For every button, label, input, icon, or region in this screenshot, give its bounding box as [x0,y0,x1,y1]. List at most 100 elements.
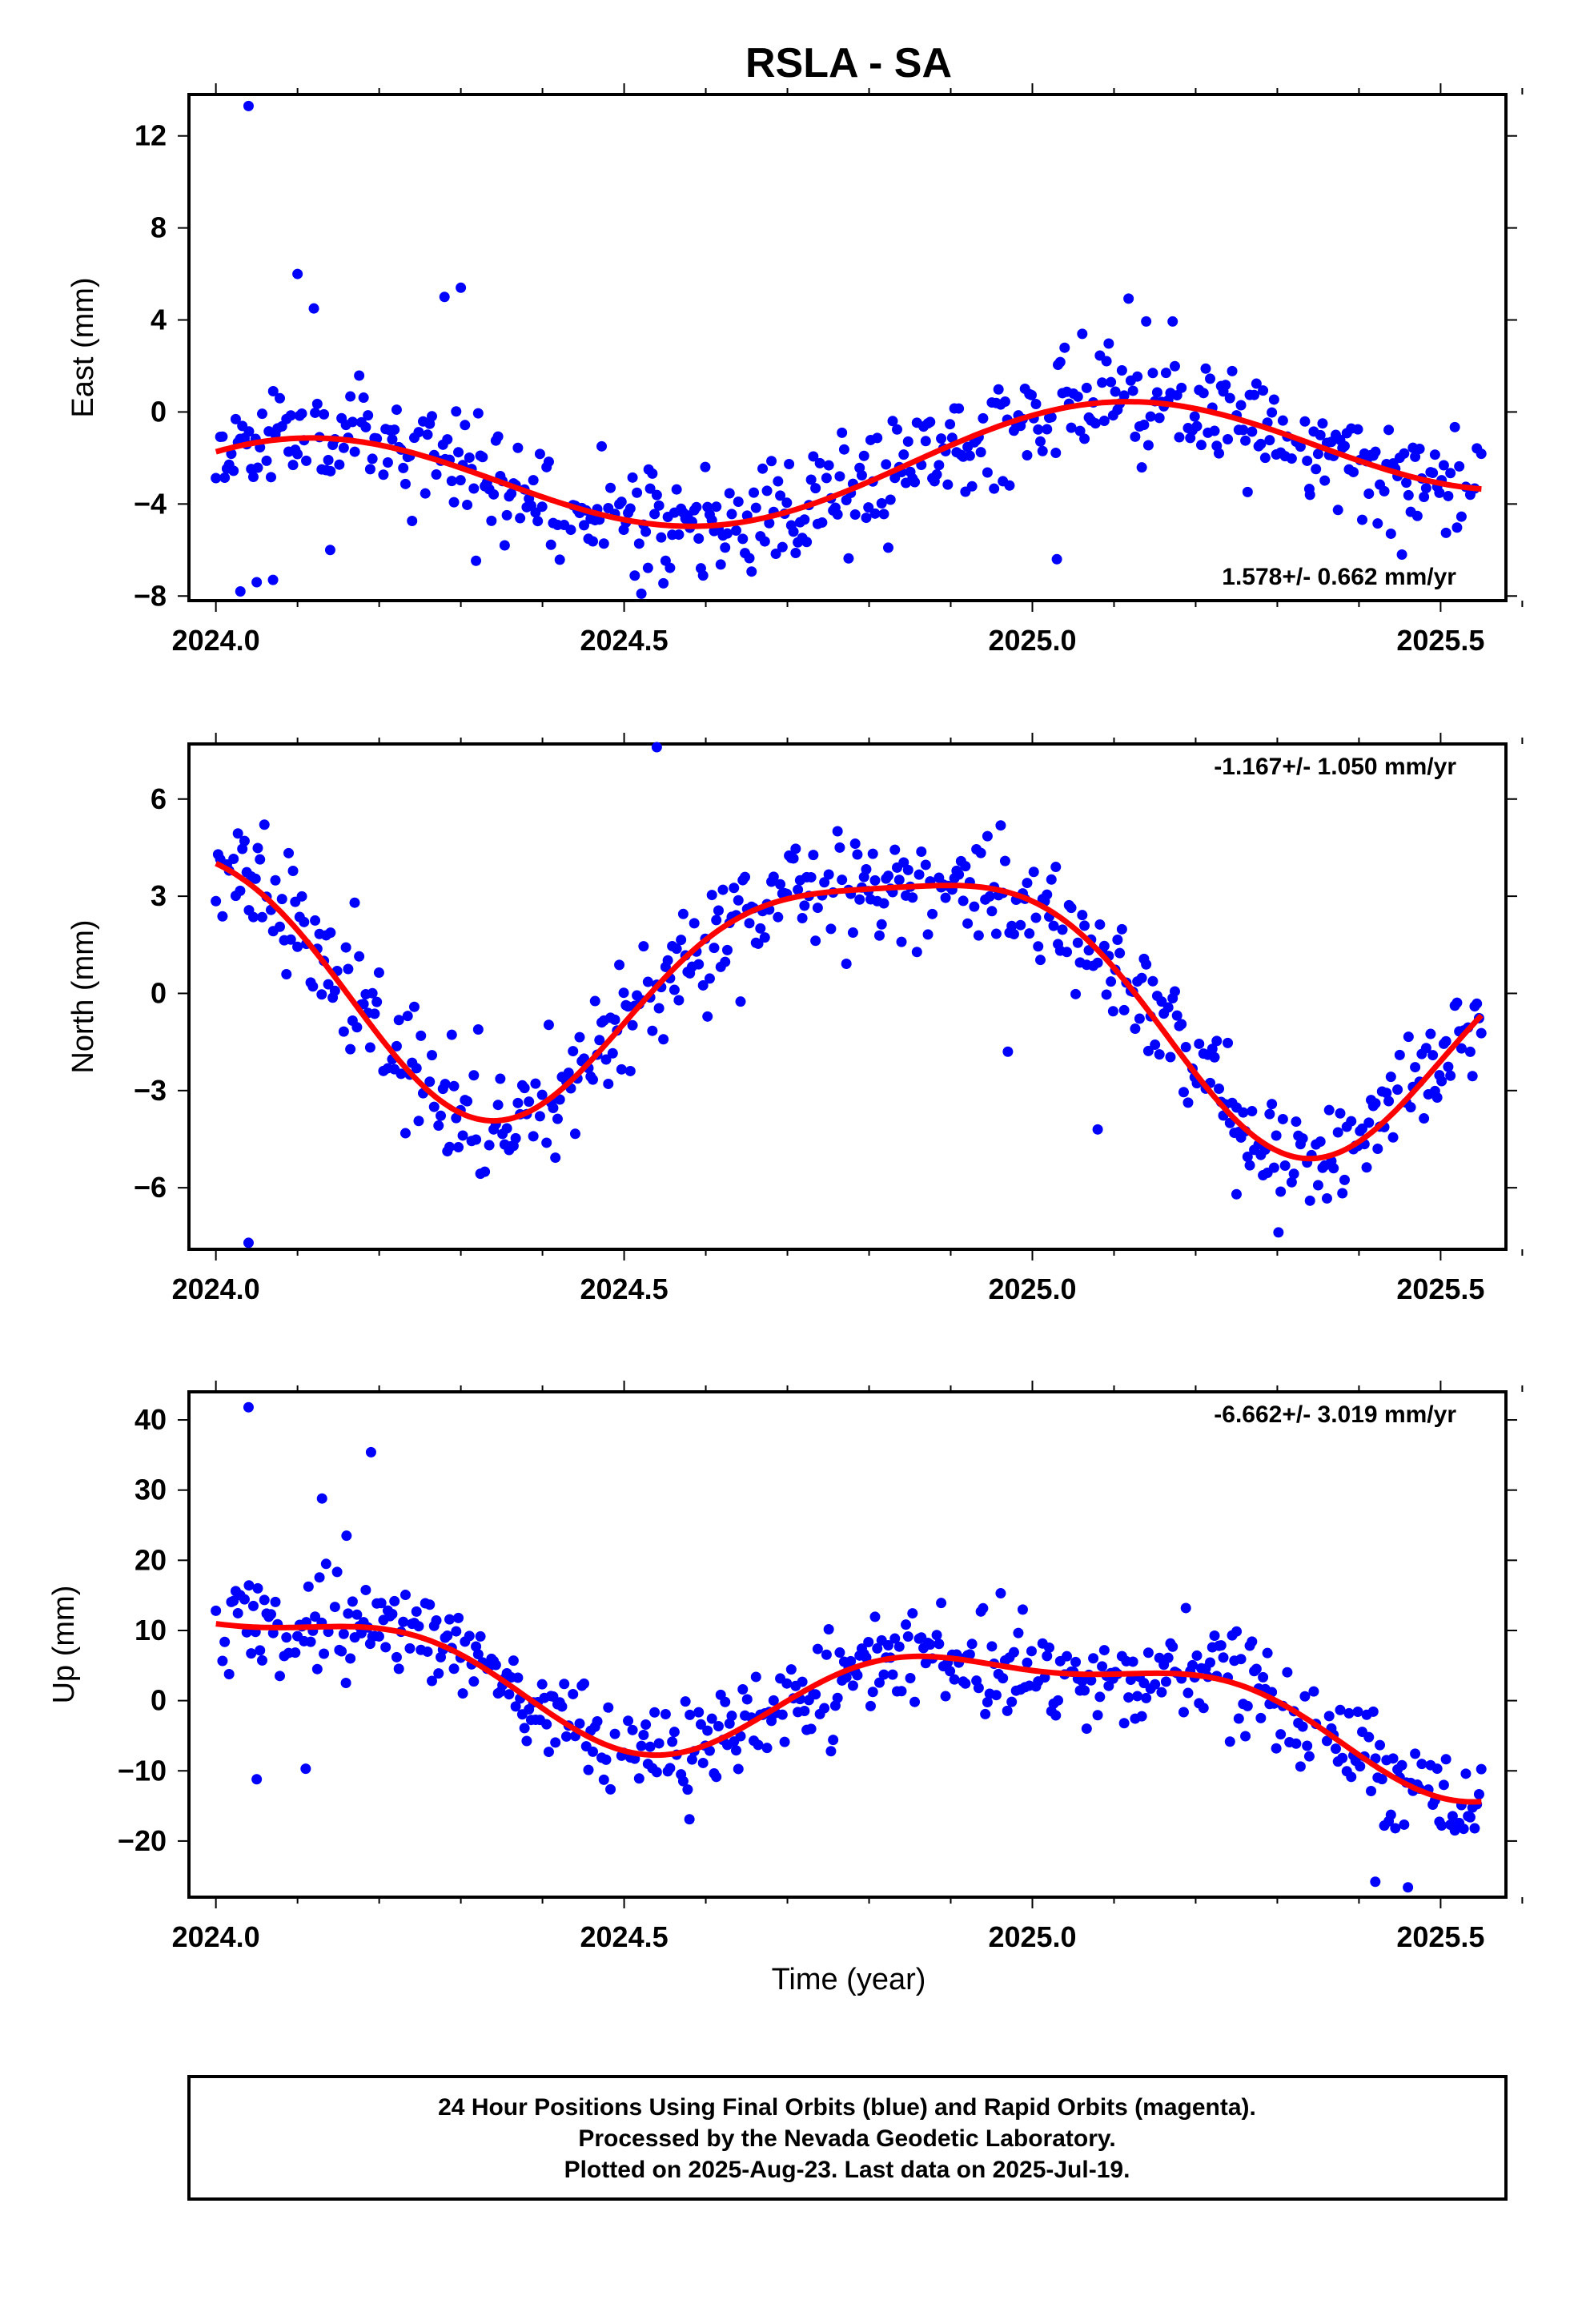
data-point [1026,389,1037,400]
data-point [1006,920,1018,931]
data-point [954,869,965,880]
data-point [647,1025,658,1036]
data-point [413,1621,424,1632]
east-y-tick-label: 12 [135,119,167,152]
data-point [744,918,755,929]
data-point [316,989,327,1000]
data-point [1231,1626,1243,1637]
data-point [995,820,1006,831]
data-point [1312,448,1323,460]
data-point [685,1709,696,1720]
data-point [448,1080,460,1092]
data-point [1277,1113,1288,1124]
data-point [1242,486,1253,497]
data-point [1141,959,1152,970]
data-point [296,891,307,902]
data-point [243,426,255,437]
data-point [869,1611,881,1622]
up-x-tick-label: 2025.5 [1396,1920,1484,1953]
data-point [916,846,927,858]
north-x-tick-label: 2025.0 [988,1273,1076,1305]
data-point [1160,368,1171,379]
data-point [583,1764,594,1775]
data-point [512,1672,524,1683]
data-point [733,895,744,906]
data-point [821,472,832,484]
data-point [702,1011,713,1022]
x-axis-title: Time (year) [772,1963,926,1996]
data-point [510,1701,521,1712]
data-point [1092,1710,1103,1721]
data-point [536,1089,548,1100]
data-point [1383,424,1395,436]
data-point [292,448,303,460]
data-point [1383,1096,1395,1107]
data-point [373,967,384,979]
data-point [986,1641,998,1652]
data-point [808,451,819,462]
data-point [905,1672,916,1683]
data-point [1114,947,1126,959]
data-point [1178,1707,1189,1718]
data-point [292,268,303,279]
data-point [543,1019,554,1031]
north-fit-curve [215,861,1484,1162]
data-point [693,533,705,544]
data-point [896,936,907,947]
data-point [1191,1650,1203,1661]
data-point [962,918,974,929]
data-point [761,1743,773,1754]
data-point [993,384,1004,395]
data-point [978,1602,989,1614]
data-point [832,509,843,520]
data-point [1458,1823,1469,1835]
data-point [653,1003,665,1014]
data-point [1079,433,1090,444]
up-fit-curve [215,1621,1482,1805]
data-point [614,959,625,971]
data-point [338,1026,349,1037]
data-point [252,1582,263,1594]
data-point [1209,1051,1220,1063]
data-point [603,1702,614,1713]
data-point [881,459,892,470]
data-point [775,490,786,501]
data-point [677,1775,689,1787]
data-point [1097,377,1108,388]
data-point [1002,1046,1014,1057]
data-point [1438,1779,1449,1791]
data-point [371,996,383,1007]
data-point [422,1646,433,1657]
north-x-tick-label: 2024.5 [580,1273,669,1305]
data-point [627,1019,638,1031]
data-point [1090,418,1101,429]
data-point [847,927,858,939]
data-point [574,1031,585,1043]
data-point [849,509,861,521]
data-point [733,1763,744,1775]
data-point [427,1675,438,1687]
data-point [1335,1108,1346,1119]
data-point [299,916,310,927]
data-point [1321,1735,1332,1747]
data-point [219,472,231,483]
data-point [909,1696,921,1707]
up-y-tick-label: −20 [118,1824,167,1857]
data-point [462,499,473,510]
data-point [267,1627,279,1638]
data-point [431,1615,442,1626]
data-point [726,1711,737,1722]
data-point [1233,1713,1244,1724]
east-rate-label: 1.578+/- 0.662 mm/yr [1222,564,1456,590]
data-point [872,432,883,444]
data-point [1472,998,1483,1009]
data-point [1319,475,1331,486]
data-point [1286,453,1297,464]
data-point [998,1673,1009,1684]
data-point [812,1643,823,1655]
data-point [1178,1087,1189,1098]
data-point [934,1638,945,1650]
data-point [1464,1811,1476,1823]
data-point [1154,412,1165,424]
data-point [834,842,845,853]
